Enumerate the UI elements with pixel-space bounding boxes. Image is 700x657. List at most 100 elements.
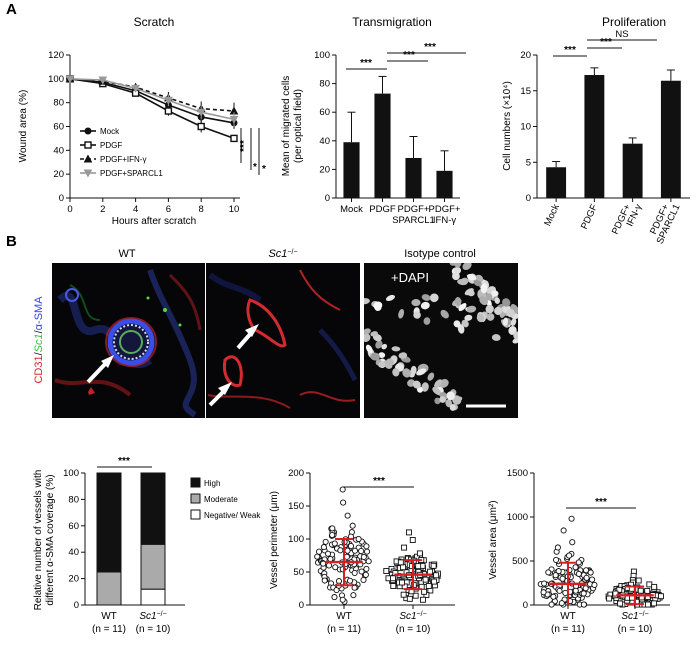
area-point bbox=[540, 589, 547, 596]
dapi-nucleus bbox=[420, 301, 430, 310]
proliferation-bar bbox=[546, 167, 567, 198]
perimeter-point bbox=[327, 555, 334, 563]
perimeter-category-label: Sc1−/− bbox=[399, 611, 426, 623]
area-point bbox=[558, 600, 565, 607]
perimeter-point bbox=[349, 522, 356, 529]
perimeter-point bbox=[415, 563, 422, 570]
area-point bbox=[580, 601, 587, 608]
micrograph-sc1-knockout bbox=[206, 263, 360, 418]
scratch-y-tick-label: 60 bbox=[53, 122, 64, 133]
dapi-nucleus bbox=[494, 306, 503, 315]
dapi-nucleus bbox=[453, 266, 462, 274]
stain-label: CD31/Sc1/α-SMA bbox=[33, 296, 45, 384]
dapi-nucleus bbox=[502, 298, 511, 307]
micrograph-wt bbox=[52, 263, 205, 418]
area-point bbox=[591, 581, 598, 588]
perimeter-point bbox=[416, 550, 423, 557]
coverage-legend-label: High bbox=[204, 479, 220, 488]
scratch-x-label: Hours after scratch bbox=[112, 216, 196, 227]
proliferation-y-tick-label: 5 bbox=[526, 157, 531, 168]
scratch-series-line bbox=[69, 78, 235, 121]
scratch-y-label: Wound area (%) bbox=[18, 90, 29, 163]
area-point bbox=[587, 569, 594, 576]
dapi-nucleus bbox=[432, 387, 442, 396]
dapi-nucleus bbox=[364, 328, 371, 335]
proliferation-bar bbox=[584, 75, 605, 198]
coverage-bar-segment bbox=[96, 472, 122, 573]
dapi-nucleus bbox=[502, 317, 509, 327]
area-point bbox=[651, 583, 658, 590]
scratch-x-tick-label: 2 bbox=[100, 204, 105, 215]
area-y-tick-label: 1500 bbox=[507, 468, 528, 479]
dapi-nucleus bbox=[486, 313, 495, 321]
coverage-y-tick-label: 60 bbox=[68, 521, 79, 532]
perimeter-point bbox=[430, 562, 437, 569]
area-point bbox=[559, 575, 566, 582]
scratch-x-tick-label: 0 bbox=[67, 204, 72, 215]
scratch-point bbox=[131, 84, 140, 93]
scratch-sig-3: * bbox=[262, 164, 266, 175]
dapi-nucleus bbox=[385, 358, 394, 367]
dapi-label: +DAPI bbox=[391, 270, 429, 285]
coverage-y-label-line2: different α-SMA coverage (%) bbox=[45, 474, 56, 605]
perimeter-point bbox=[390, 583, 397, 589]
scratch-legend-label: PDGF+SPARCL1 bbox=[100, 169, 163, 178]
area-point bbox=[572, 587, 579, 594]
scratch-sig-2: * bbox=[253, 162, 257, 173]
transmigration-y-tick-label: 100 bbox=[314, 50, 330, 61]
coverage-sig: *** bbox=[118, 456, 130, 467]
area-point bbox=[644, 587, 651, 594]
area-point bbox=[612, 590, 619, 597]
dapi-nucleus bbox=[364, 298, 370, 305]
micro-title-sc1: Sc1−/− bbox=[268, 248, 297, 260]
scratch-y-tick-label: 80 bbox=[53, 98, 64, 109]
dapi-nucleus bbox=[375, 340, 383, 349]
transmigration-category-label: IFN-γ bbox=[433, 215, 456, 226]
scratch-point bbox=[98, 76, 108, 85]
perimeter-point bbox=[329, 531, 336, 539]
scratch-point bbox=[229, 115, 239, 124]
dapi-nucleus bbox=[370, 352, 380, 361]
dapi-nucleus bbox=[378, 352, 386, 358]
transmigration-y-tick-label: 60 bbox=[319, 107, 330, 118]
scratch-legend-label: Mock bbox=[100, 127, 120, 136]
arrow-icon-sc1-lower bbox=[208, 382, 232, 407]
area-point bbox=[637, 587, 644, 594]
perimeter-point bbox=[321, 577, 328, 584]
area-point bbox=[566, 552, 573, 559]
area-y-tick-label: 0 bbox=[523, 600, 528, 611]
proliferation-bar bbox=[622, 143, 643, 198]
arrow-icon-sc1-upper bbox=[236, 324, 259, 350]
perimeter-point bbox=[340, 499, 347, 506]
dapi-nucleus bbox=[410, 365, 417, 375]
dapi-nucleus bbox=[462, 263, 472, 271]
perimeter-point bbox=[325, 562, 333, 569]
perimeter-point bbox=[358, 568, 365, 575]
dapi-nucleus bbox=[440, 309, 449, 319]
dapi-nucleus bbox=[491, 290, 499, 297]
proliferation-sig-1: *** bbox=[564, 45, 576, 56]
micrograph-titles: WT Sc1−/− Isotype control bbox=[118, 248, 475, 260]
perimeter-point bbox=[390, 575, 396, 582]
dapi-nucleus bbox=[373, 301, 383, 310]
panel-a-letter: A bbox=[6, 1, 17, 18]
micro-title-sc1-sup: −/− bbox=[287, 249, 297, 256]
scratch-legend-marker bbox=[83, 169, 93, 178]
coverage-bar-segment bbox=[140, 543, 166, 590]
micro-title-isotype: Isotype control bbox=[404, 248, 476, 260]
transmigration-chart: Transmigration 0 20 40 60 80 100 Mean of migr… bbox=[281, 15, 466, 226]
perimeter-point bbox=[363, 565, 370, 572]
coverage-y-tick-label: 20 bbox=[68, 574, 79, 585]
coverage-y-tick-label: 0 bbox=[74, 600, 79, 611]
perimeter-y-tick-label: 200 bbox=[288, 468, 304, 479]
perimeter-y-tick-label: 50 bbox=[293, 567, 304, 578]
transmigration-bar bbox=[343, 142, 360, 198]
perimeter-point bbox=[422, 576, 429, 583]
perimeter-point bbox=[324, 550, 332, 557]
coverage-bar-segment bbox=[140, 588, 166, 606]
perimeter-category-n: (n = 11) bbox=[327, 624, 361, 635]
transmigration-y-label-line1: Mean of migrated cells bbox=[281, 76, 292, 177]
dapi-nucleus bbox=[506, 308, 515, 318]
perimeter-point bbox=[433, 572, 440, 579]
area-category-n: (n = 10) bbox=[618, 624, 653, 635]
